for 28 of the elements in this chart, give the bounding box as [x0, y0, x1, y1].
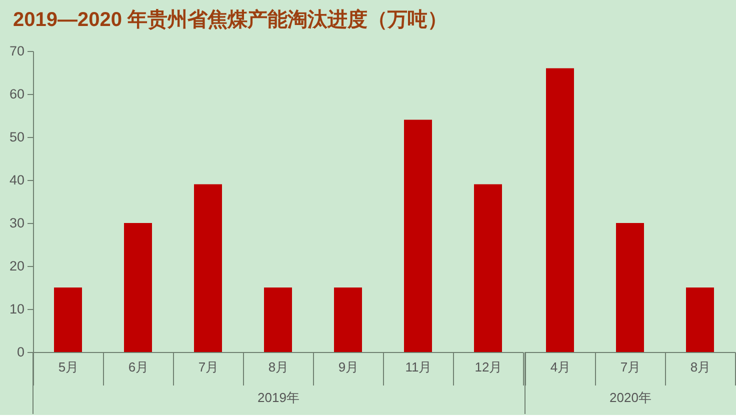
y-tick-label: 20 [9, 258, 24, 274]
y-tick-label: 60 [9, 86, 24, 102]
x-tick-label: 8月 [690, 360, 711, 374]
bar [474, 184, 502, 352]
x-axis-title: 2019年 [258, 390, 300, 405]
y-tick-label: 10 [9, 302, 24, 316]
bar [194, 184, 222, 352]
y-tick-label: 30 [9, 216, 24, 230]
x-tick-label: 5月 [58, 360, 79, 374]
x-tick-label: 8月 [268, 360, 289, 374]
x-tick-label: 12月 [474, 360, 502, 374]
x-tick-label: 6月 [128, 360, 149, 374]
x-tick-label: 11月 [405, 360, 432, 374]
bar [404, 120, 432, 352]
y-tick-label: 0 [16, 344, 24, 360]
bar [264, 288, 292, 352]
x-axis-title: 2020年 [610, 390, 652, 405]
x-tick-label: 7月 [620, 360, 641, 374]
bar [334, 288, 362, 352]
chart-title: 2019—2020 年贵州省焦煤产能淘汰进度（万吨） [12, 8, 448, 31]
y-tick-label: 70 [9, 44, 24, 58]
y-tick-label: 40 [9, 172, 24, 188]
bar [124, 223, 152, 352]
x-tick-label: 7月 [198, 360, 219, 374]
x-tick-label: 4月 [550, 360, 571, 374]
x-tick-label: 9月 [338, 360, 359, 374]
bar [54, 288, 82, 352]
y-tick-label: 50 [9, 130, 24, 144]
